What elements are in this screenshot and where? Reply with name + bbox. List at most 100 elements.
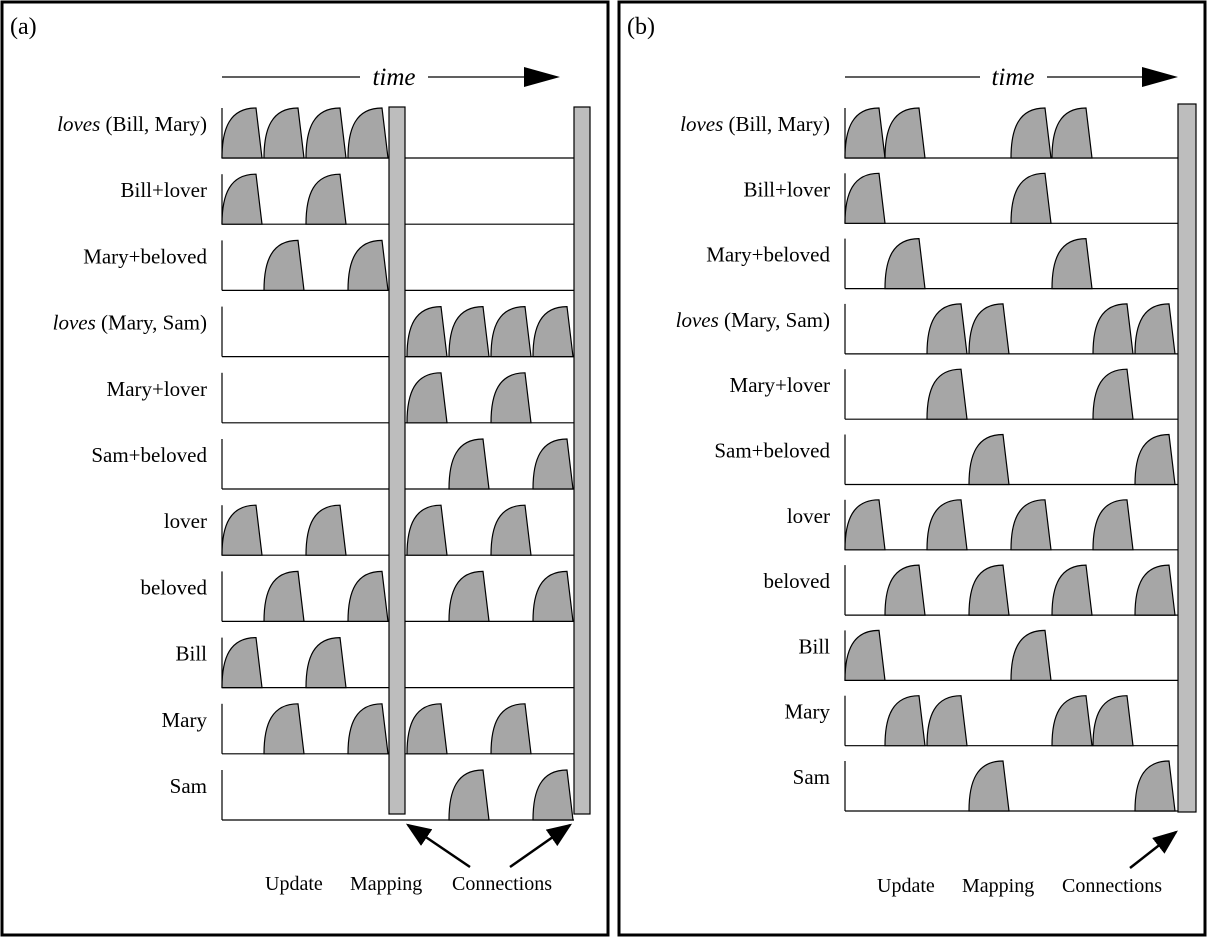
panel-b-tag: (b) (627, 14, 655, 40)
row-label-text: lover (787, 504, 830, 528)
row-label: Sam (170, 774, 207, 798)
update-bar-a2 (573, 106, 591, 815)
row-label: Sam (793, 765, 830, 789)
row-label-text: Bill+lover (120, 178, 207, 202)
row: loves (Mary, Sam) (676, 303, 1178, 355)
row-label: loves (Mary, Sam) (676, 308, 830, 332)
activation-spike (968, 760, 1010, 812)
row: Bill (798, 629, 1178, 682)
row-label: Sam+beloved (714, 439, 830, 463)
row-label-args: (Bill, Mary) (723, 112, 830, 136)
rows-b: loves (Bill, Mary) Bill+lover Mary+beloved… (676, 107, 1178, 812)
row-label-text: Bill (798, 634, 830, 658)
activation-spike (926, 499, 968, 551)
activation-spike (221, 173, 263, 225)
activation-spike (1092, 695, 1134, 747)
row: Sam+beloved (91, 438, 574, 490)
activation-spike (844, 629, 886, 681)
row: Mary+beloved (83, 239, 574, 291)
activation-spike (926, 303, 968, 355)
panel-a-tag: (a) (10, 14, 37, 40)
time-arrow-head-b (1142, 67, 1178, 87)
activation-spike (1010, 499, 1052, 551)
row: Mary (162, 703, 574, 755)
row-label: Mary+beloved (83, 244, 207, 268)
row-label-args: (Mary, Sam) (719, 308, 830, 332)
activation-spike (1092, 368, 1134, 420)
row-label: lover (164, 509, 207, 533)
activation-spike (347, 107, 389, 159)
row-label-text: Mary+lover (730, 373, 830, 397)
row: Mary+lover (107, 372, 574, 424)
row-label-args: (Mary, Sam) (96, 311, 207, 335)
activation-spike (884, 237, 926, 290)
activation-spike (1134, 564, 1176, 616)
activation-spike (532, 438, 574, 490)
activation-spike (490, 504, 532, 556)
row-label-text: Sam+beloved (91, 443, 207, 467)
activation-spike (490, 372, 532, 424)
activation-spike (221, 107, 263, 159)
row-label-text: Bill (175, 642, 207, 666)
row-label-predicate: loves (53, 311, 96, 335)
row-label: Bill (798, 634, 830, 658)
row-label: Bill+lover (120, 178, 207, 202)
row-label: Mary (785, 700, 831, 724)
row-label-text: Sam (170, 774, 207, 798)
row: Bill+lover (120, 173, 574, 225)
activation-spike (448, 305, 490, 358)
activation-spike (968, 564, 1010, 616)
activation-spike (884, 107, 926, 159)
activation-spike (305, 504, 347, 556)
activation-spike (347, 239, 389, 291)
row: lover (787, 499, 1178, 551)
row-label: loves (Mary, Sam) (53, 311, 207, 335)
activation-spike (926, 695, 968, 747)
row: Mary+lover (730, 368, 1178, 420)
row: lover (164, 504, 574, 556)
row-label-text: Sam (793, 765, 830, 789)
activation-spike (1051, 564, 1093, 616)
row-label-text: Mary+lover (107, 377, 207, 401)
row: Bill (175, 636, 574, 689)
row: Sam (793, 760, 1178, 812)
row-label-text: beloved (141, 575, 208, 599)
time-label-b: time (991, 64, 1034, 91)
activation-spike (347, 570, 389, 622)
activation-spike (532, 570, 574, 622)
activation-spike (926, 368, 968, 420)
caption-connections-b: Connections (1062, 875, 1162, 897)
activation-spike (406, 305, 448, 358)
time-label-a: time (372, 64, 415, 91)
activation-spike (221, 504, 263, 556)
row-label-predicate: loves (680, 112, 723, 136)
caption-update-a: Update (265, 873, 323, 895)
time-arrow-head-a (524, 67, 560, 87)
update-bar-b (1177, 103, 1197, 813)
row-label: Bill+lover (743, 177, 830, 201)
activation-spike (263, 239, 305, 291)
row-label-text: Mary (162, 708, 208, 732)
rows-a: loves (Bill, Mary) Bill+lover Mary+beloved… (53, 107, 574, 821)
activation-spike (1092, 303, 1134, 355)
activation-spike (1010, 172, 1052, 224)
panel-a-frame (0, 0, 610, 937)
activation-spike (1051, 695, 1093, 747)
row: Bill+lover (743, 172, 1178, 224)
activation-spike (347, 703, 389, 755)
row: loves (Bill, Mary) (680, 107, 1178, 159)
row-label: Mary+lover (107, 377, 207, 401)
activation-spike (263, 570, 305, 622)
activation-spike (1051, 237, 1093, 290)
activation-spike (448, 769, 490, 821)
row: Sam+beloved (714, 433, 1178, 486)
row-label-text: Mary+beloved (706, 243, 830, 267)
row: loves (Bill, Mary) (57, 107, 574, 159)
panel-b: (b) time loves (Bill, Mary) Bill+lover Mar… (617, 0, 1207, 937)
row-label: beloved (764, 569, 831, 593)
row: beloved (764, 564, 1178, 616)
activation-spike (406, 504, 448, 556)
row-label: Bill (175, 642, 207, 666)
